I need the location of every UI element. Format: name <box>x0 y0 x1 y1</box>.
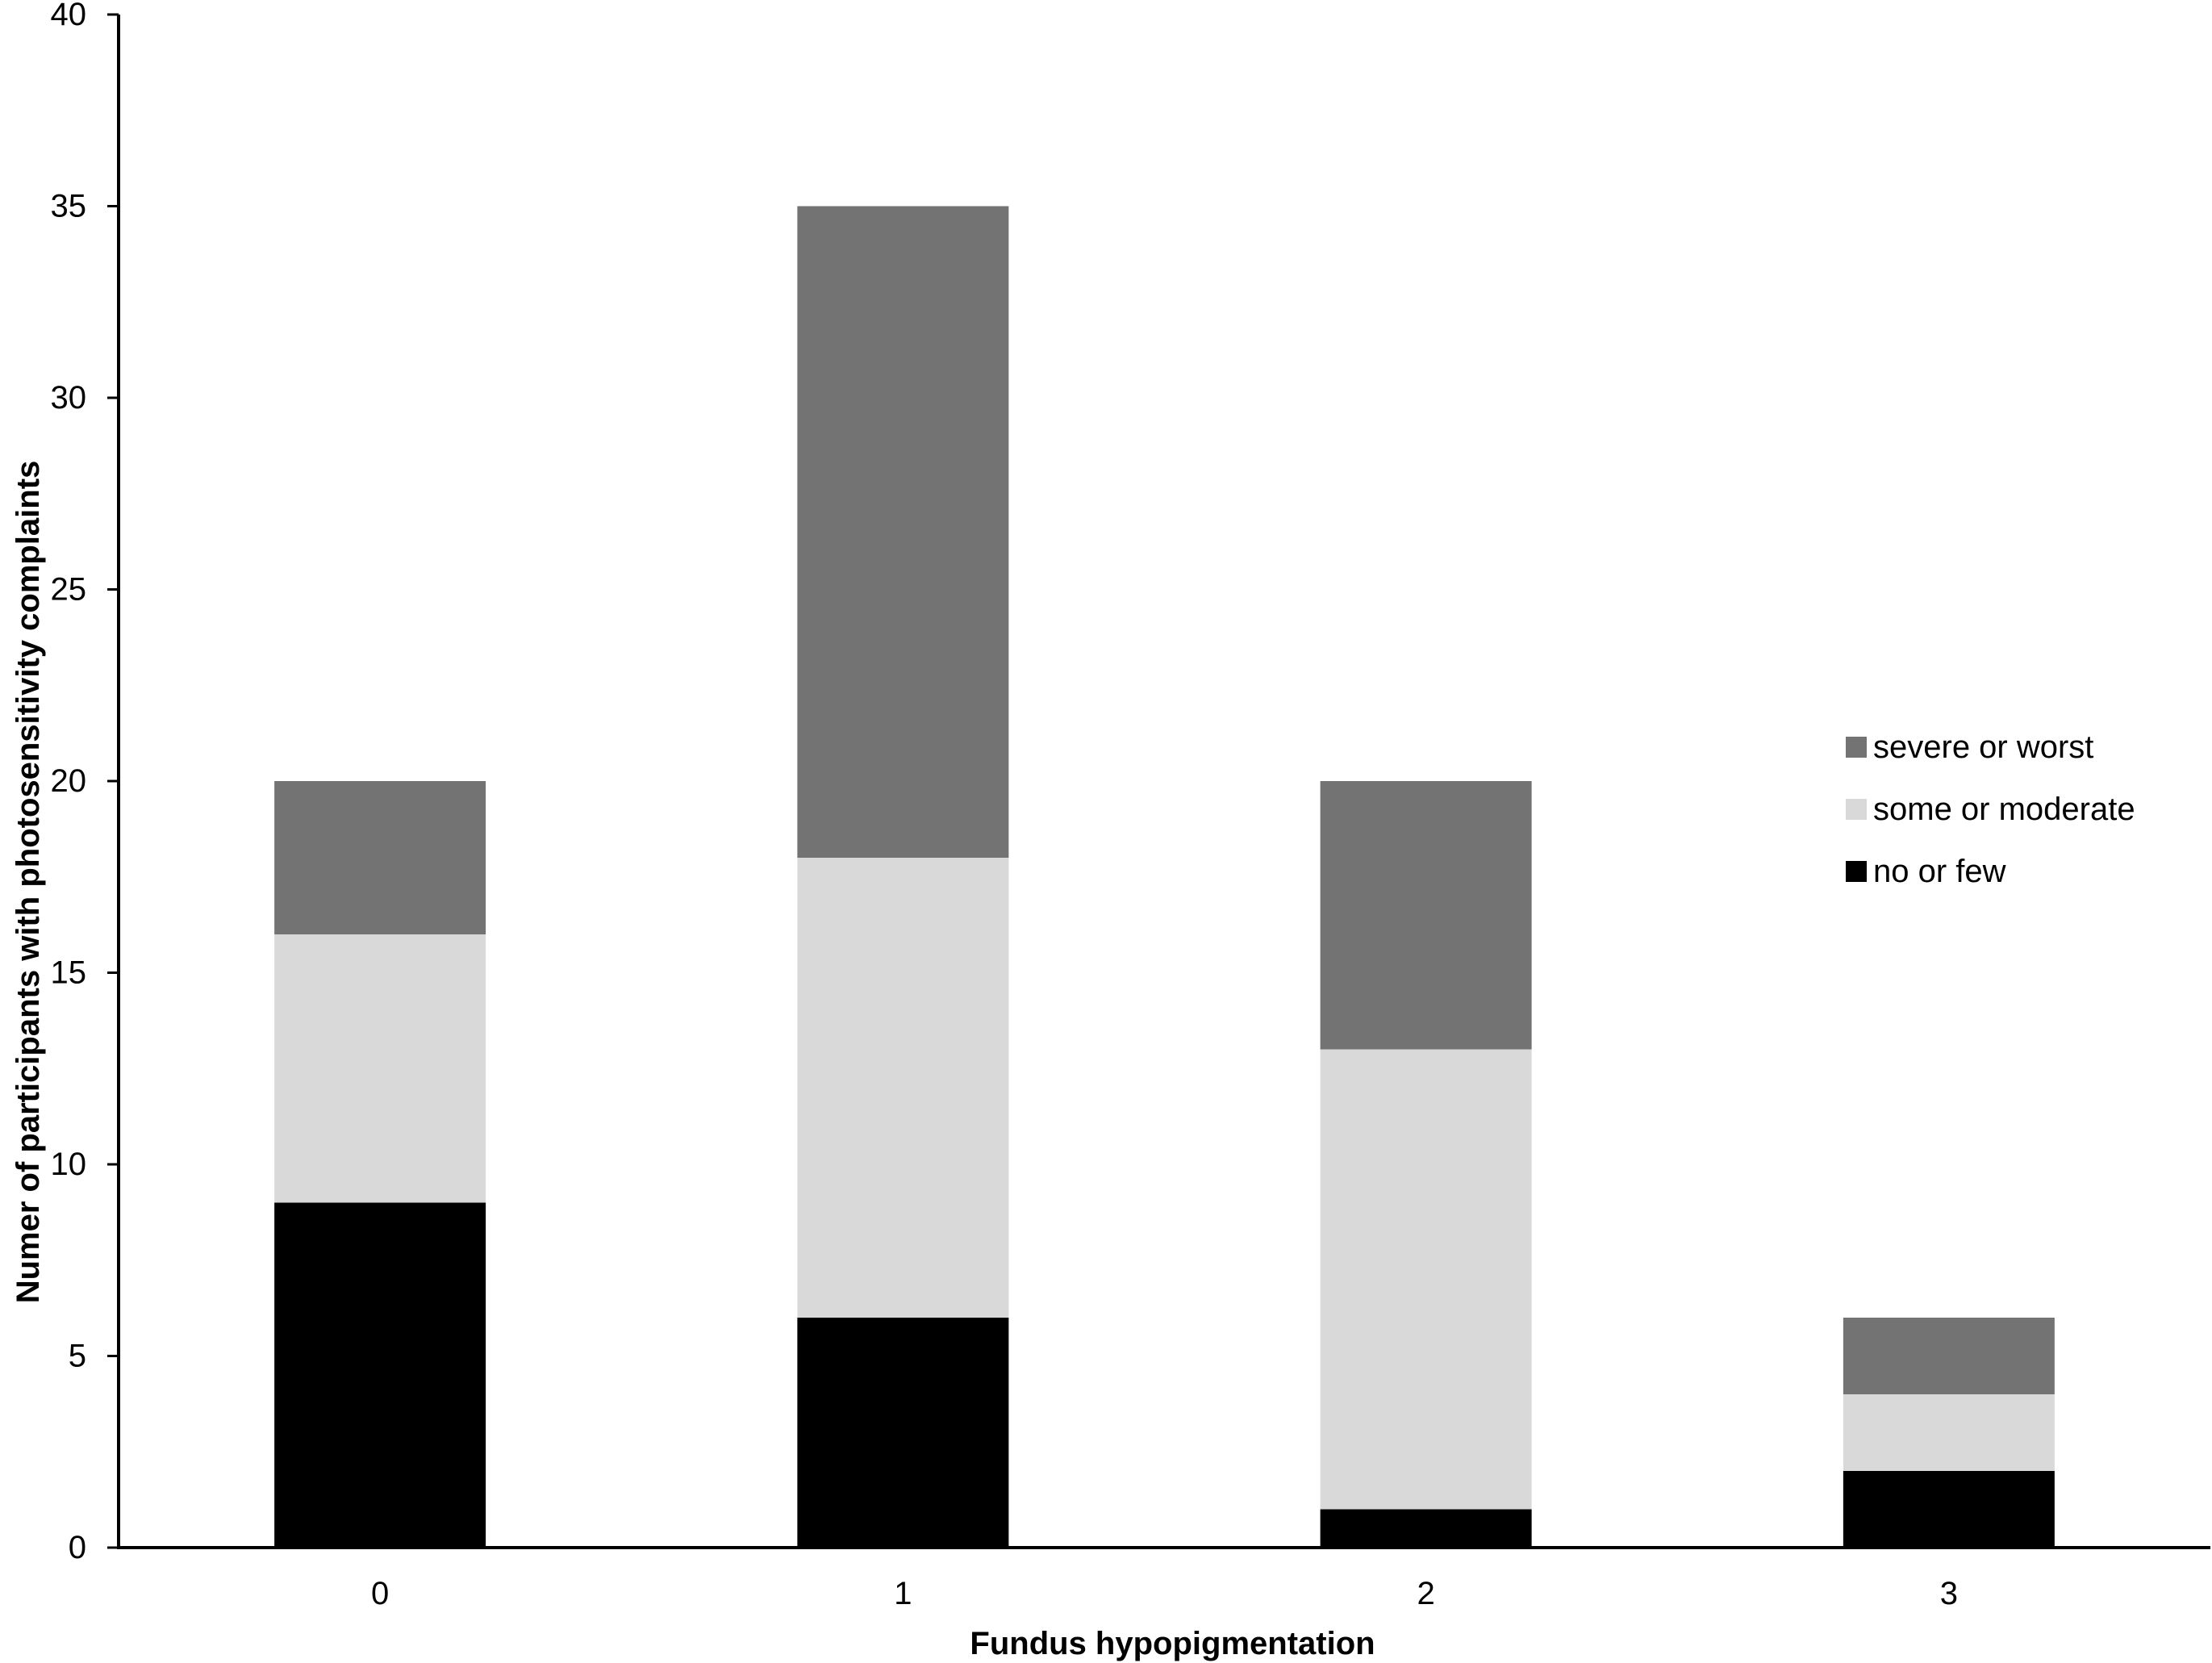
legend-label: no or few <box>1873 854 2006 889</box>
y-tick-label: 5 <box>69 1339 86 1374</box>
bar-segment-no-or-few-cat-1 <box>797 1318 1009 1548</box>
legend-swatch-severe-or-worst <box>1846 737 1867 758</box>
y-axis-title: Numer of participants with photosensitiv… <box>10 461 46 1304</box>
y-tick-label: 20 <box>51 763 87 799</box>
bar-segment-some-or-moderate-cat-1 <box>797 858 1009 1318</box>
y-tick-label: 15 <box>51 955 87 991</box>
legend-label: severe or worst <box>1873 729 2093 765</box>
bars <box>274 206 2055 1548</box>
x-tick-label: 1 <box>894 1576 912 1611</box>
axes <box>117 15 2210 1549</box>
legend-swatch-no-or-few <box>1846 861 1867 882</box>
y-tick-label: 30 <box>51 380 87 416</box>
legend: severe or worst some or moderate no or few <box>1846 729 2135 889</box>
x-tick-label: 2 <box>1417 1576 1435 1611</box>
y-tick-label: 35 <box>51 189 87 224</box>
bar-segment-some-or-moderate-cat-2 <box>1320 1049 1532 1510</box>
bar-segment-severe-or-worst-cat-0 <box>274 781 486 934</box>
x-tick-label: 0 <box>371 1576 389 1611</box>
bar-segment-some-or-moderate-cat-0 <box>274 934 486 1203</box>
bar-segment-no-or-few-cat-2 <box>1320 1509 1532 1548</box>
bar-segment-some-or-moderate-cat-3 <box>1843 1394 2055 1471</box>
x-axis-title: Fundus hypopigmentation <box>970 1626 1375 1661</box>
x-tick-label: 3 <box>1940 1576 1958 1611</box>
bar-segment-no-or-few-cat-0 <box>274 1202 486 1548</box>
x-axis-ticks: 0 1 2 3 <box>371 1576 1958 1611</box>
legend-label: some or moderate <box>1873 792 2135 827</box>
bar-segment-no-or-few-cat-3 <box>1843 1471 2055 1548</box>
y-axis-ticks: 0 5 10 15 20 25 30 35 40 <box>51 0 119 1565</box>
y-tick-label: 0 <box>69 1530 86 1565</box>
bar-segment-severe-or-worst-cat-1 <box>797 206 1009 858</box>
y-tick-label: 25 <box>51 572 87 608</box>
legend-swatch-some-or-moderate <box>1846 799 1867 820</box>
bar-segment-severe-or-worst-cat-2 <box>1320 781 1532 1050</box>
y-tick-label: 10 <box>51 1147 87 1182</box>
y-tick-label: 40 <box>51 0 87 32</box>
bar-segment-severe-or-worst-cat-3 <box>1843 1318 2055 1394</box>
